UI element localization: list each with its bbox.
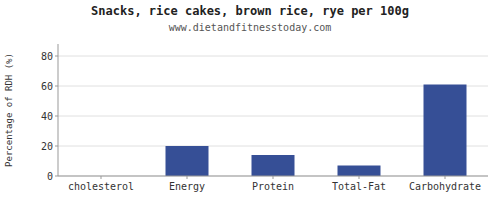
title: Snacks, rice cakes, brown rice, rye per …: [91, 4, 409, 18]
grid-line: [58, 56, 488, 57]
x-tick: [445, 176, 446, 179]
bar: [424, 85, 467, 177]
x-tick: [187, 176, 188, 179]
x-ticks: cholesterol Energy Protein Total-Fat Carbohy…: [68, 176, 481, 192]
y-ticks: 0 20 40 60 80: [41, 51, 58, 182]
y-axis-line: [58, 44, 59, 176]
y-axis-label: Percentage of RDH (%): [4, 53, 14, 167]
x-tick-label: Protein: [252, 181, 294, 192]
grid: [58, 56, 488, 176]
bars: [166, 85, 467, 177]
y-tick-label: 60: [41, 81, 53, 92]
bar: [338, 166, 381, 177]
x-tick-label: Carbohydrate: [409, 181, 481, 192]
subtitle: www.dietandfitnesstoday.com: [169, 22, 332, 33]
y-tick-label: 20: [41, 141, 53, 152]
x-tick: [359, 176, 360, 179]
x-tick-label: Energy: [169, 181, 205, 192]
chart-container: Snacks, rice cakes, brown rice, rye per …: [0, 0, 500, 200]
x-tick: [273, 176, 274, 179]
bar: [252, 155, 295, 176]
bar: [166, 146, 209, 176]
x-tick-label: cholesterol: [68, 181, 134, 192]
x-tick: [101, 176, 102, 179]
y-tick-label: 0: [47, 171, 53, 182]
y-tick-label: 40: [41, 111, 53, 122]
chart: Snacks, rice cakes, brown rice, rye per …: [0, 0, 500, 200]
y-tick-label: 80: [41, 51, 53, 62]
x-tick-label: Total-Fat: [332, 181, 386, 192]
